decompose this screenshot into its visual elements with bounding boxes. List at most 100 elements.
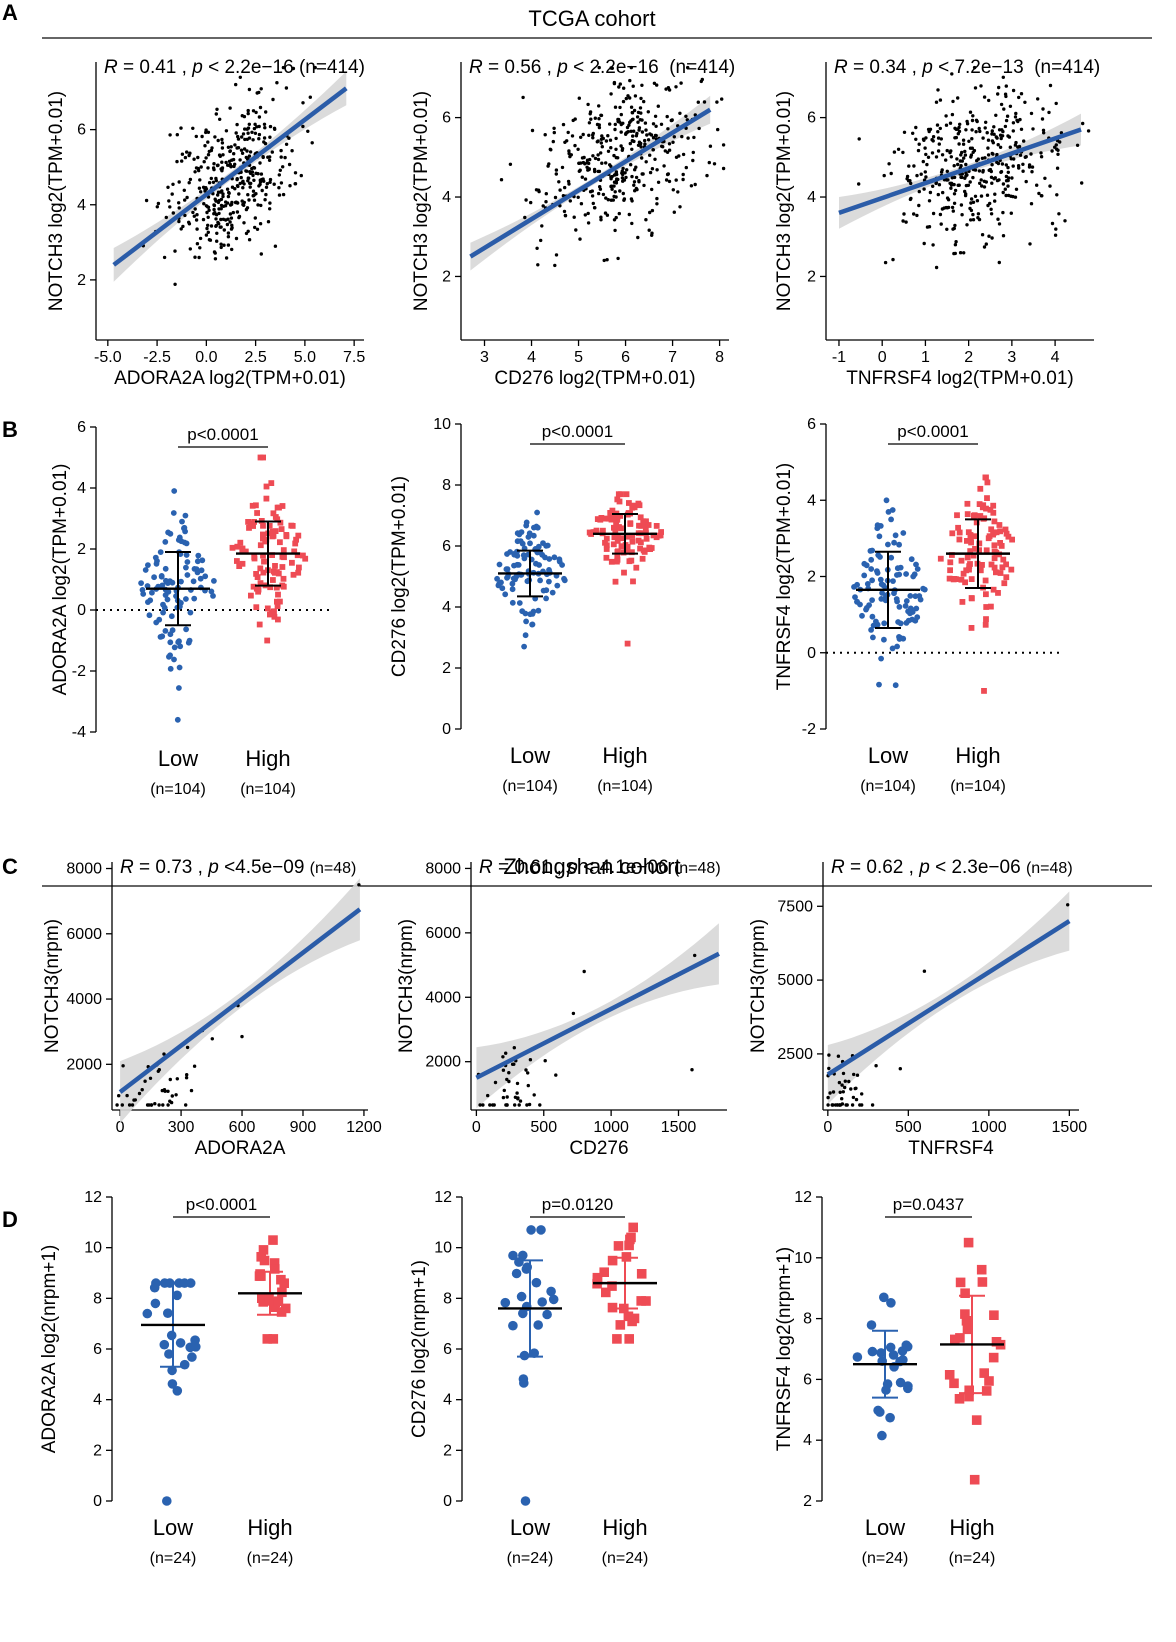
data-point xyxy=(1011,121,1016,125)
data-point xyxy=(654,124,658,128)
data-point xyxy=(949,155,953,159)
data-point xyxy=(1039,155,1044,159)
data-point xyxy=(982,95,987,99)
annotation-p-value: <4.5e−09 xyxy=(219,857,310,878)
data-point xyxy=(968,110,973,114)
data-point xyxy=(707,160,711,165)
data-point xyxy=(149,589,155,596)
data-point xyxy=(936,136,941,140)
data-point xyxy=(642,183,646,188)
data-point xyxy=(214,199,218,203)
data-point xyxy=(890,578,896,584)
data-point xyxy=(896,604,903,610)
data-point xyxy=(540,587,547,594)
data-point xyxy=(242,548,249,555)
data-point xyxy=(153,1102,157,1106)
y-axis-label: NOTCH3(nrpm) xyxy=(748,919,769,1053)
data-point xyxy=(224,218,228,222)
y-tick-label: 4000 xyxy=(425,989,461,1006)
data-point xyxy=(984,120,988,125)
data-point xyxy=(883,260,888,265)
data-point xyxy=(617,85,621,89)
data-point xyxy=(180,159,184,163)
data-point xyxy=(869,577,875,584)
data-point xyxy=(896,541,902,548)
data-point xyxy=(903,620,910,626)
data-point xyxy=(917,142,921,146)
data-point xyxy=(1006,170,1010,174)
data-point xyxy=(971,512,978,519)
data-point xyxy=(538,1103,542,1107)
data-point xyxy=(523,618,529,625)
data-point xyxy=(120,1103,125,1107)
data-point xyxy=(627,212,631,217)
data-point xyxy=(216,193,220,197)
data-point xyxy=(625,168,629,172)
group-label: Low xyxy=(510,1515,550,1540)
data-point xyxy=(280,575,287,582)
regression-line xyxy=(475,951,720,1080)
data-point xyxy=(971,1415,982,1425)
data-point xyxy=(261,155,265,160)
data-point xyxy=(643,138,647,143)
data-point xyxy=(1035,183,1039,187)
data-point xyxy=(841,1071,846,1076)
data-point xyxy=(543,1059,547,1063)
data-point xyxy=(513,1103,517,1107)
group-low: Low(n=24) xyxy=(141,1278,205,1567)
data-point xyxy=(260,188,264,193)
x-axis-label: ADORA2A log2(TPM+0.01) xyxy=(114,368,346,389)
data-point xyxy=(937,142,941,146)
data-point xyxy=(946,178,950,182)
data-point xyxy=(241,186,245,190)
data-point xyxy=(255,227,260,231)
data-point xyxy=(568,199,572,203)
data-point xyxy=(996,92,1000,96)
data-point xyxy=(148,1076,153,1081)
annotation-r-symbol: R xyxy=(104,57,118,78)
y-tick-label: 12 xyxy=(434,1189,452,1206)
data-point xyxy=(313,65,317,70)
data-point xyxy=(959,164,963,168)
data-point xyxy=(563,185,567,190)
data-point xyxy=(852,1072,856,1077)
data-point xyxy=(611,534,618,541)
data-point xyxy=(969,197,974,201)
data-point xyxy=(258,178,262,182)
data-point xyxy=(618,525,624,532)
data-point xyxy=(995,160,999,164)
data-point xyxy=(270,150,274,154)
data-point xyxy=(597,117,601,121)
data-point xyxy=(199,190,203,194)
data-point xyxy=(504,1103,508,1107)
data-point xyxy=(612,578,619,585)
regression-line xyxy=(826,919,1071,1077)
data-point xyxy=(259,87,263,91)
data-point xyxy=(536,263,540,267)
data-point xyxy=(995,590,1001,596)
data-point xyxy=(248,181,252,185)
data-point xyxy=(252,198,257,202)
data-point xyxy=(615,1320,626,1330)
data-point xyxy=(993,192,997,196)
data-point xyxy=(270,577,276,583)
data-point xyxy=(167,1379,178,1389)
data-point xyxy=(275,591,281,598)
data-point xyxy=(281,65,286,70)
data-point xyxy=(228,212,233,216)
data-point xyxy=(168,205,172,209)
data-point xyxy=(502,591,509,598)
data-point xyxy=(521,95,525,100)
data-point xyxy=(206,166,210,170)
data-point xyxy=(224,160,228,165)
data-point xyxy=(237,192,241,196)
data-point xyxy=(907,164,911,168)
data-point xyxy=(179,227,183,231)
data-point xyxy=(967,532,974,539)
group-low: Low(n=104) xyxy=(851,497,928,795)
data-point xyxy=(960,1288,970,1298)
data-point xyxy=(965,223,969,227)
data-point xyxy=(264,605,271,612)
data-point xyxy=(276,1274,286,1285)
